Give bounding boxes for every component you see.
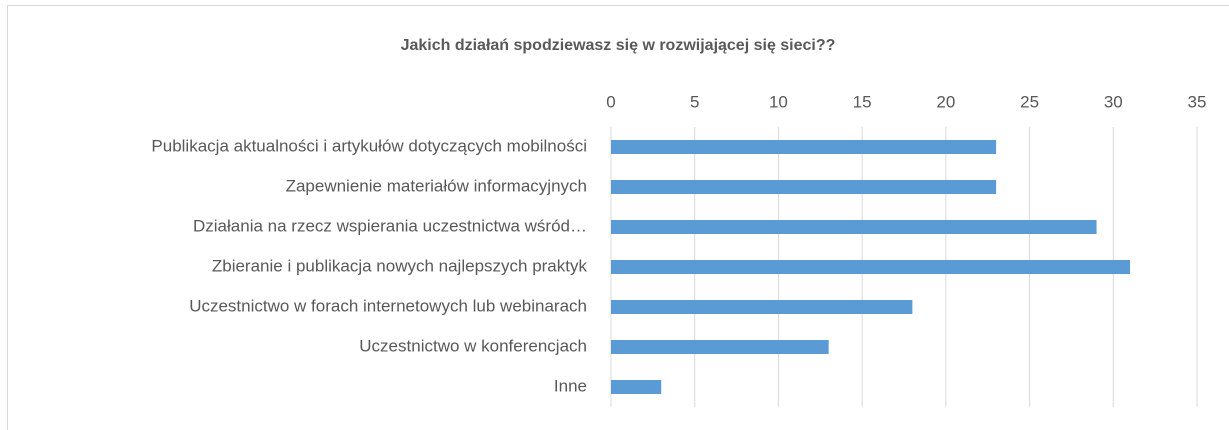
x-tick-label: 0 <box>606 92 615 111</box>
chart-border <box>7 5 1229 430</box>
bar <box>611 220 1097 234</box>
x-tick-label: 35 <box>1188 92 1207 111</box>
x-tick-label: 25 <box>1020 92 1039 111</box>
bar <box>611 140 997 154</box>
bar <box>611 380 662 394</box>
bar <box>611 340 829 354</box>
y-tick-label: Zbieranie i publikacja nowych najlepszyc… <box>212 256 588 275</box>
bar <box>611 300 913 314</box>
x-tick-label: 30 <box>1104 92 1123 111</box>
y-tick-label: Działania na rzecz wspierania uczestnict… <box>193 216 587 235</box>
x-tick-label: 15 <box>853 92 872 111</box>
y-tick-label: Uczestnictwo w konferencjach <box>359 336 587 355</box>
bar <box>611 260 1131 274</box>
bar <box>611 180 997 194</box>
y-tick-label: Inne <box>554 376 587 395</box>
x-tick-label: 10 <box>769 92 788 111</box>
chart-title: Jakich działań spodziewasz się w rozwija… <box>401 37 836 54</box>
y-tick-label: Uczestnictwo w forach internetowych lub … <box>189 296 587 315</box>
y-tick-label: Publikacja aktualności i artykułów dotyc… <box>151 136 587 155</box>
y-tick-label: Zapewnienie materiałów informacyjnych <box>286 176 587 195</box>
x-tick-label: 5 <box>690 92 699 111</box>
x-tick-label: 20 <box>936 92 955 111</box>
